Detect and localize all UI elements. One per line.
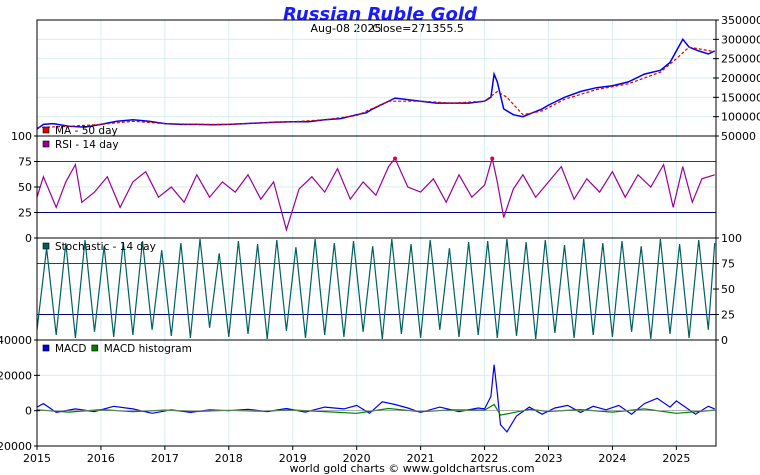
series-line [36,238,716,340]
y-tick-label: 250000 [721,53,760,66]
y-tick-label: 100000 [721,111,760,124]
chart-subtitle-date: Aug-08 2025 [311,22,382,35]
series-line [36,403,715,416]
y-tick-label: 0 [25,405,32,418]
y-tick-label: 100 [11,130,32,143]
chart-panels: 3500003000002500002000001500001000005000… [0,14,760,465]
y-tick-label: 50 [18,181,32,194]
legend-swatch [91,344,99,352]
x-tick-label: 2021 [407,452,435,465]
x-tick-label: 2019 [279,452,307,465]
panel-border [36,339,717,447]
legend-swatch [42,126,50,134]
x-tick-label: 2022 [471,452,499,465]
series-line [36,364,715,433]
x-tick-label: 2020 [343,452,371,465]
y-tick-label: 350000 [721,14,760,27]
overbought-mark [393,156,398,161]
x-tick-label: 2015 [23,452,51,465]
chart-subtitle-close: Close=271355.5 [372,22,464,35]
series-line [36,157,715,232]
y-tick-label: 50000 [721,130,756,143]
y-tick-label: -20000 [0,440,32,453]
legend-label: MACD histogram [104,343,192,355]
x-tick-label: 2016 [87,452,115,465]
y-tick-label: 150000 [721,91,760,104]
y-tick-label: 0 [25,232,32,245]
y-tick-label: 20000 [0,369,32,382]
series-line [36,37,716,130]
chart-footer: world gold charts © www.goldchartsrus.co… [289,462,534,475]
x-tick-label: 2018 [215,452,243,465]
y-tick-label: 0 [721,334,728,347]
legend-swatch [42,140,50,148]
y-tick-label: 25 [18,207,32,220]
y-tick-label: 200000 [721,72,760,85]
legend-label: RSI - 14 day [55,139,119,151]
y-tick-label: 50 [721,283,735,296]
x-tick-label: 2025 [662,452,690,465]
legend-swatch [42,344,50,352]
legend-label: Stochastic - 14 day [55,241,156,253]
y-tick-label: 75 [721,258,735,271]
x-tick-label: 2017 [151,452,179,465]
x-tick-label: 2024 [598,452,626,465]
legend-label: MA - 50 day [55,125,118,137]
overbought-mark [490,156,495,161]
y-tick-label: 75 [18,156,32,169]
legend-label: MACD [55,343,86,355]
y-tick-label: 25 [721,309,735,322]
y-tick-label: 40000 [0,334,32,347]
y-tick-label: 300000 [721,33,760,46]
y-tick-label: 100 [721,232,742,245]
legend-swatch [42,242,50,250]
series-line [36,46,715,129]
x-tick-label: 2023 [534,452,562,465]
